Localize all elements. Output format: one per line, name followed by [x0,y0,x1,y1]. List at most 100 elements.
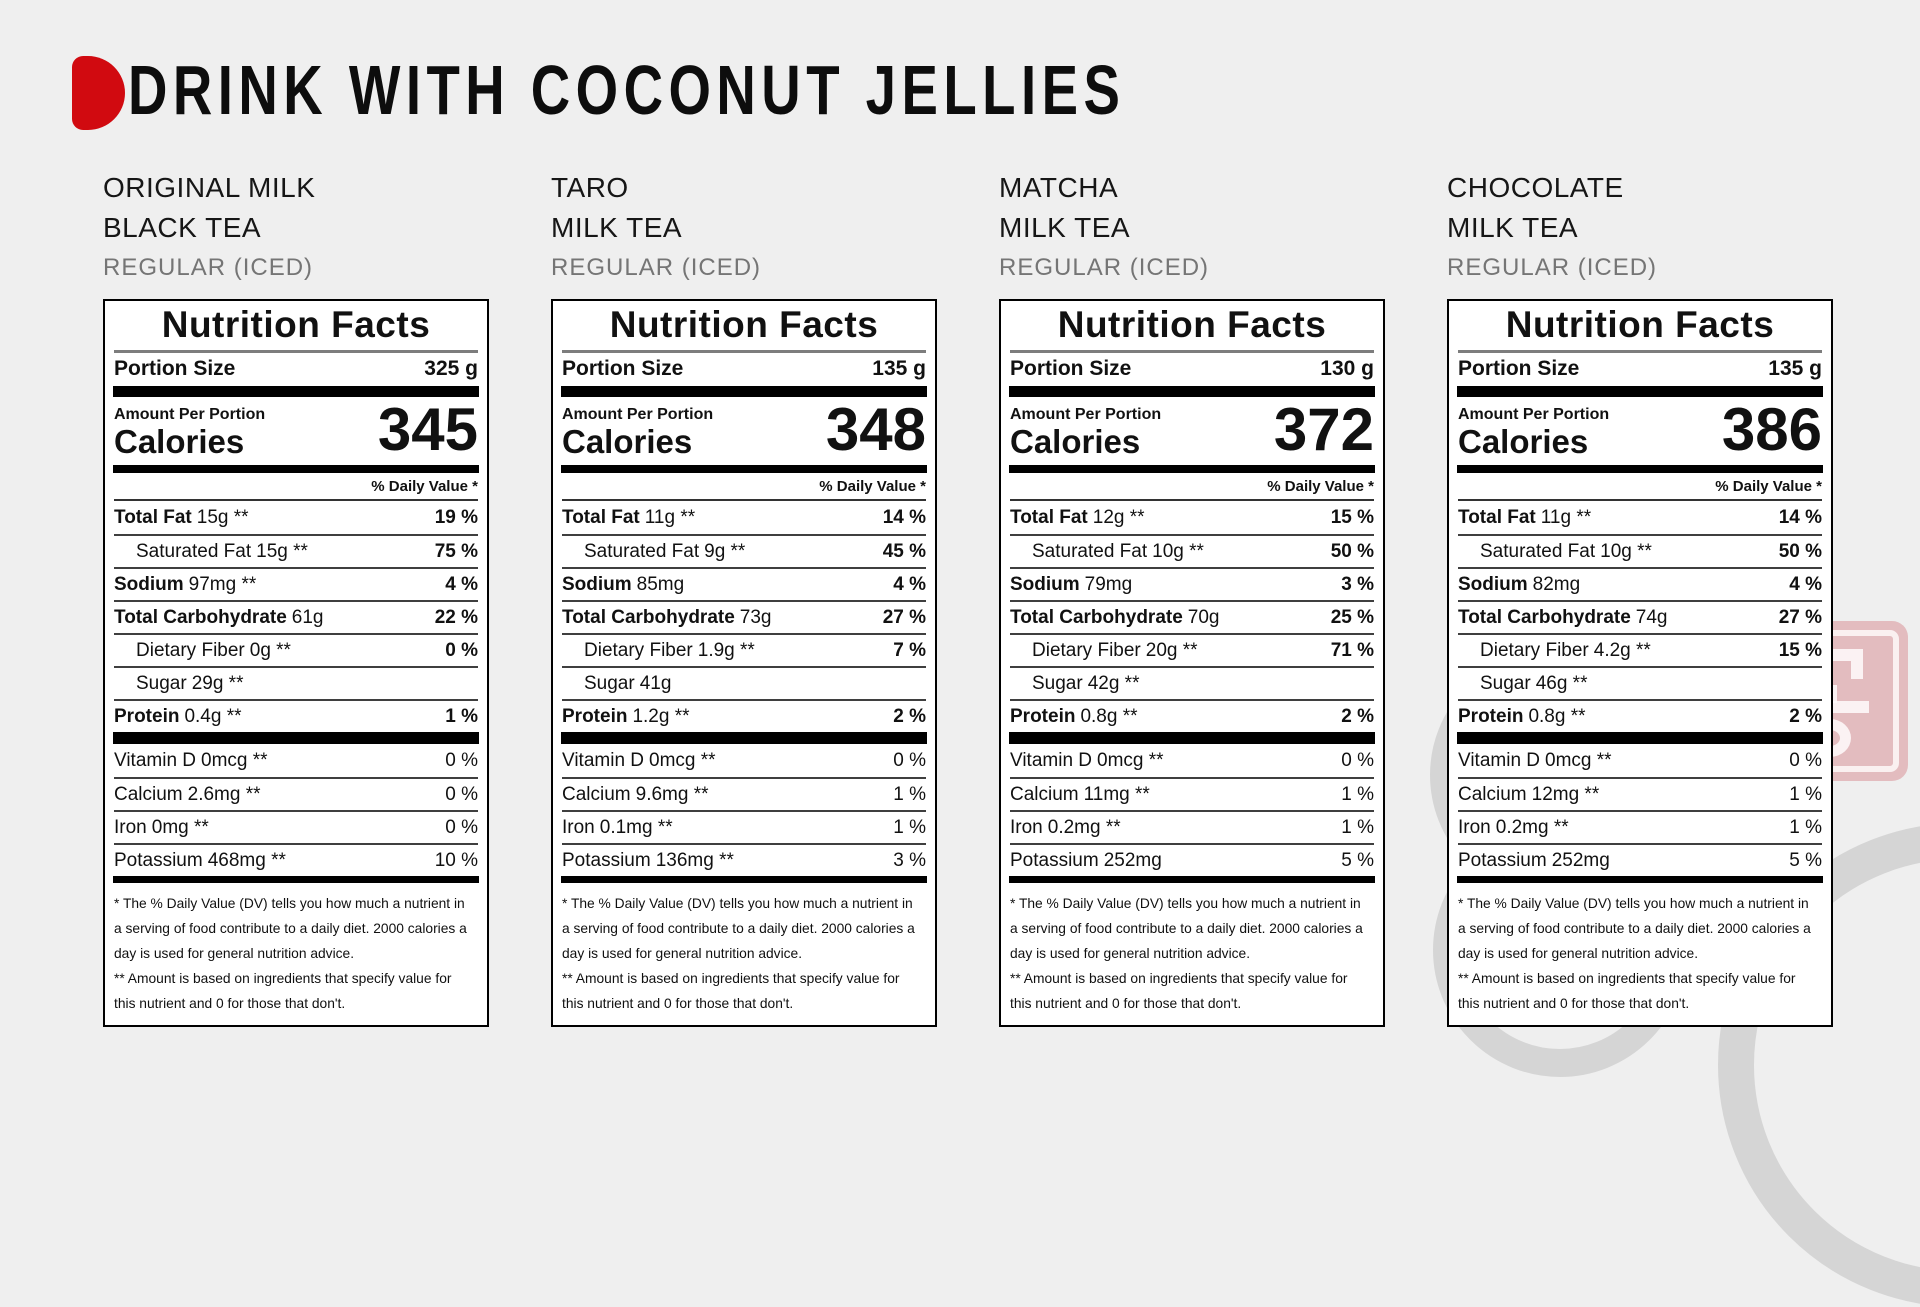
nutrition-facts-label: Nutrition Facts Portion Size 130 g Amoun… [999,299,1385,1027]
product-name-line1: TARO [551,172,629,203]
nutrient-row: Total Fat 12g ** 15 % [1010,501,1374,534]
portion-size-value: 135 g [1768,357,1822,380]
calories-row: Amount Per Portion Calories 348 [562,397,926,465]
vitamin-amount: 0mg ** [151,816,209,838]
vitamin-dv: 1 % [893,783,926,805]
nutrient-row: Sodium 82mg 4 % [1458,567,1822,600]
nutrient-amount: 11g ** [1540,506,1592,528]
calories-label: Calories [114,423,245,460]
nutrient-amount: 9g ** [704,540,746,562]
portion-size-value: 130 g [1320,357,1374,380]
nutrient-dv: 15 % [1778,639,1822,661]
divider-bar [1009,386,1375,397]
daily-value-header: % Daily Value * [1010,473,1374,501]
nutrient-label: Saturated Fat [584,540,700,562]
vitamin-row: Potassium 468mg ** 10 % [114,843,478,876]
portion-size-row: Portion Size 325 g [114,353,478,386]
nutrient-dv: 4 % [893,573,926,595]
nutrient-row: Protein 0.8g ** 2 % [1010,699,1374,732]
divider-bar [113,465,479,473]
nutrient-dv: 0 % [445,639,478,661]
vitamin-row: Vitamin D 0mcg ** 0 % [562,744,926,777]
nutrient-label: Sugar [136,672,187,694]
nutrient-dv: 50 % [1330,540,1374,562]
calories-value: 348 [825,396,926,463]
nutrient-dv: 3 % [1341,573,1374,595]
nutrient-amount: 0.8g ** [1080,705,1138,727]
nutrient-amount: 79mg [1084,573,1133,595]
calories-row: Amount Per Portion Calories 372 [1010,397,1374,465]
nutrient-dv: 2 % [1789,705,1822,727]
vitamin-row: Iron 0mg ** 0 % [114,810,478,843]
nutrient-label: Total Carbohydrate [1458,606,1631,628]
vitamin-row: Potassium 252mg 5 % [1458,843,1822,876]
vitamin-label: Vitamin D [562,749,645,771]
footnote-line: a serving of food contribute to a daily … [562,921,915,936]
vitamin-dv: 3 % [893,849,926,871]
nutrient-dv: 1 % [445,705,478,727]
portion-size-value: 325 g [424,357,478,380]
nutrient-row: Total Fat 15g ** 19 % [114,501,478,534]
calories-row: Amount Per Portion Calories 345 [114,397,478,465]
divider-bar [1457,465,1823,473]
portion-size-label: Portion Size [1010,357,1132,380]
vitamin-dv: 5 % [1341,849,1374,871]
nutrient-label: Sugar [1480,672,1531,694]
nutrient-row: Sodium 79mg 3 % [1010,567,1374,600]
divider-bar [113,876,479,883]
nutrient-row: Total Fat 11g ** 14 % [562,501,926,534]
nutrient-row: Dietary Fiber 1.9g ** 7 % [562,633,926,666]
vitamin-dv: 1 % [1789,816,1822,838]
nutrient-amount: 10g ** [1600,540,1652,562]
calories-value: 345 [377,396,478,463]
product-subtitle: REGULAR (ICED) [1447,254,1658,281]
footnote-line: day is used for general nutrition advice… [114,946,355,961]
vitamin-amount: 12mg ** [1531,783,1600,805]
calories-value: 372 [1273,396,1374,463]
footnote-line: ** Amount is based on ingredients that s… [1458,971,1796,986]
product-name-line2: MILK TEA [999,212,1131,243]
footnote-line: day is used for general nutrition advice… [1458,946,1699,961]
divider-bar [561,876,927,883]
footnote-line: ** Amount is based on ingredients that s… [114,971,452,986]
page-title: DRINK WITH COCONUT JELLIES [128,51,1126,129]
vitamin-dv: 1 % [1341,816,1374,838]
portion-size-label: Portion Size [562,357,684,380]
vitamin-label: Iron [562,816,595,838]
nutrient-row: Sugar 46g ** [1458,666,1822,699]
product-name: CHOCOLATE MILK TEA [1447,168,1833,248]
nutrient-row: Saturated Fat 10g ** 50 % [1010,534,1374,567]
nutrient-amount: 29g ** [191,672,244,694]
footnote: * The % Daily Value (DV) tells you how m… [1010,883,1374,1025]
vitamin-row: Calcium 11mg ** 1 % [1010,777,1374,810]
nutrient-row: Protein 0.4g ** 1 % [114,699,478,732]
footnote-line: * The % Daily Value (DV) tells you how m… [1010,896,1361,911]
nutrient-dv: 45 % [882,540,926,562]
product-name: TARO MILK TEA [551,168,937,248]
nutrient-label: Total Fat [114,506,192,528]
footnote-line: * The % Daily Value (DV) tells you how m… [114,896,465,911]
daily-value-header: % Daily Value * [1458,473,1822,501]
portion-size-value: 135 g [872,357,926,380]
nutrition-facts-label: Nutrition Facts Portion Size 135 g Amoun… [1447,299,1833,1027]
vitamin-label: Calcium [114,783,183,805]
nutrient-dv: 7 % [893,639,926,661]
vitamin-row: Vitamin D 0mcg ** 0 % [1010,744,1374,777]
vitamin-amount: 0mcg ** [201,749,268,771]
vitamin-dv: 0 % [445,816,478,838]
nutrient-dv: 27 % [1778,606,1822,628]
divider-bar [1009,732,1375,744]
nutrient-dv: 4 % [445,573,478,595]
vitamin-row: Calcium 2.6mg ** 0 % [114,777,478,810]
nutrient-label: Protein [1458,705,1524,727]
nutrient-label: Sodium [562,573,632,595]
vitamin-amount: 9.6mg ** [635,783,709,805]
vitamin-dv: 0 % [893,749,926,771]
nutrient-dv: 19 % [434,506,478,528]
nutrient-row: Saturated Fat 15g ** 75 % [114,534,478,567]
nutrient-row: Sugar 29g ** [114,666,478,699]
portion-size-row: Portion Size 130 g [1010,353,1374,386]
vitamin-dv: 0 % [1789,749,1822,771]
vitamin-dv: 1 % [1341,783,1374,805]
footnote-line: this nutrient and 0 for those that don't… [562,996,794,1011]
